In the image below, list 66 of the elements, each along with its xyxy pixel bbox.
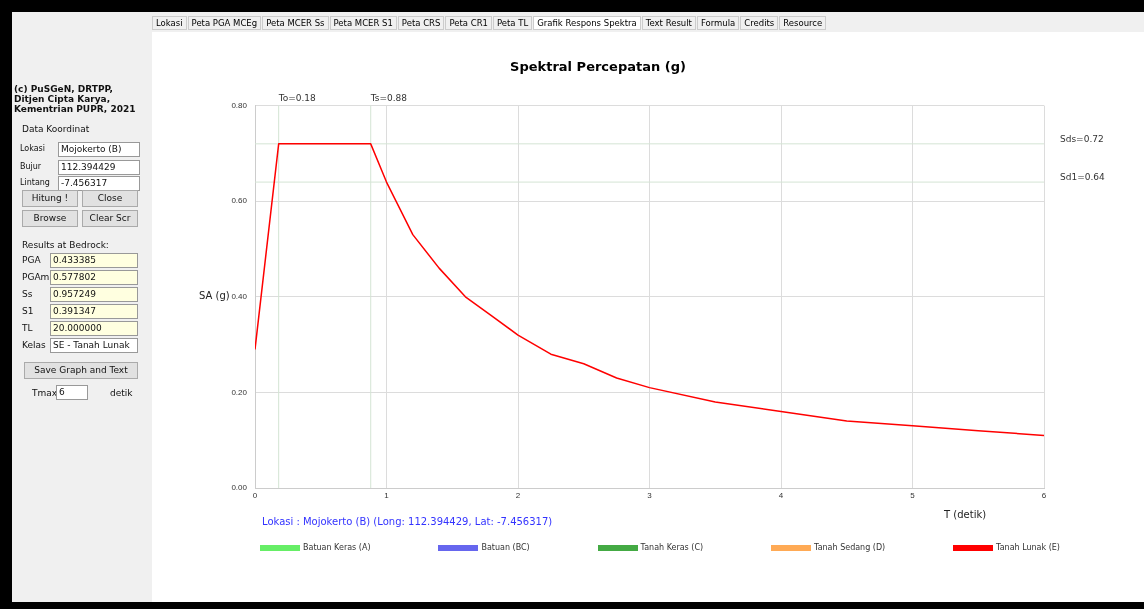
text: Clear Scr	[82, 210, 138, 227]
legend-label: Batuan (BC)	[481, 543, 530, 552]
text: Close	[82, 190, 138, 207]
x-axis-title: T (detik)	[943, 508, 987, 520]
text: Bujur	[20, 162, 42, 171]
legend-label: Tanah Lunak (E)	[996, 543, 1060, 552]
text: Lokasi : Mojokerto (B) (Long: 112.394429, Lat: -7.456317)	[262, 516, 553, 527]
text: Peta MCER Ss	[262, 16, 329, 30]
text: PGAm	[22, 272, 50, 282]
text: Grafik Respons Spektra	[533, 16, 641, 30]
text: Lintang	[20, 178, 50, 187]
text: SE - Tanah Lunak	[50, 338, 138, 353]
legend-label: Batuan Keras (A)	[303, 543, 371, 552]
chart-title: Spektral Percepatan (g)	[510, 59, 686, 75]
text: PGA	[22, 255, 41, 265]
text: Formula	[696, 16, 740, 30]
text: Tmax	[32, 388, 58, 398]
text: 0.391347	[50, 304, 138, 319]
y-tick-label: 0.40	[231, 292, 248, 301]
text: Save Graph and Text	[24, 362, 138, 379]
text: Peta TL	[492, 16, 533, 30]
text: Browse	[22, 210, 78, 227]
text: (c) PuSGeN, DRTPP, Ditjen Cipta Karya, Kementrian PUPR, 2021	[14, 84, 137, 114]
text: Text Result	[641, 16, 696, 30]
text: 6	[56, 385, 88, 400]
text: Peta MCER S1	[329, 16, 397, 30]
text: 20.000000	[50, 321, 138, 336]
legend-label: Tanah Sedang (D)	[814, 543, 886, 552]
text: Credits	[740, 16, 779, 30]
y-tick-label: 0.20	[231, 387, 248, 397]
text: Ss	[22, 289, 33, 299]
x-tick-label: 5	[910, 491, 916, 500]
ref-line-label: To=0.18	[277, 93, 316, 104]
y-axis-title: SA (g)	[199, 290, 230, 302]
x-tick-label: 1	[384, 491, 390, 500]
text: 0.433385	[50, 253, 138, 268]
ref-line-label: Ts=0.88	[369, 93, 408, 104]
text: Results at Bedrock:	[22, 240, 109, 250]
text: Peta CRS	[397, 16, 445, 30]
text: detik	[110, 388, 133, 398]
text: Lokasi	[152, 16, 187, 30]
text: 0.577802	[50, 270, 138, 285]
text: Hitung !	[22, 190, 78, 207]
y-tick-label: 0.00	[231, 483, 248, 493]
text: S1	[22, 306, 34, 316]
ref-line-label: Sd1=0.64	[1060, 172, 1106, 183]
y-tick-label: 0.80	[231, 100, 248, 110]
y-tick-label: 0.60	[231, 196, 248, 206]
x-tick-label: 2	[515, 491, 521, 500]
text: Peta CR1	[445, 16, 492, 30]
text: Peta PGA MCEg	[187, 16, 262, 30]
text: Resource	[779, 16, 827, 30]
ref-line-label: Sds=0.72	[1060, 134, 1104, 145]
x-tick-label: 0	[252, 491, 258, 500]
text: -7.456317	[58, 176, 140, 191]
text: Kelas	[22, 340, 46, 350]
x-tick-label: 4	[778, 491, 784, 500]
x-tick-label: 6	[1041, 491, 1047, 500]
x-tick-label: 3	[647, 491, 653, 500]
text: Lokasi	[20, 144, 45, 153]
legend-label: Tanah Keras (C)	[640, 543, 704, 552]
text: Data Koordinat	[22, 124, 90, 134]
text: 112.394429	[58, 160, 140, 175]
text: TL	[22, 323, 33, 333]
text: 0.957249	[50, 287, 138, 302]
text: Mojokerto (B)	[58, 142, 140, 157]
